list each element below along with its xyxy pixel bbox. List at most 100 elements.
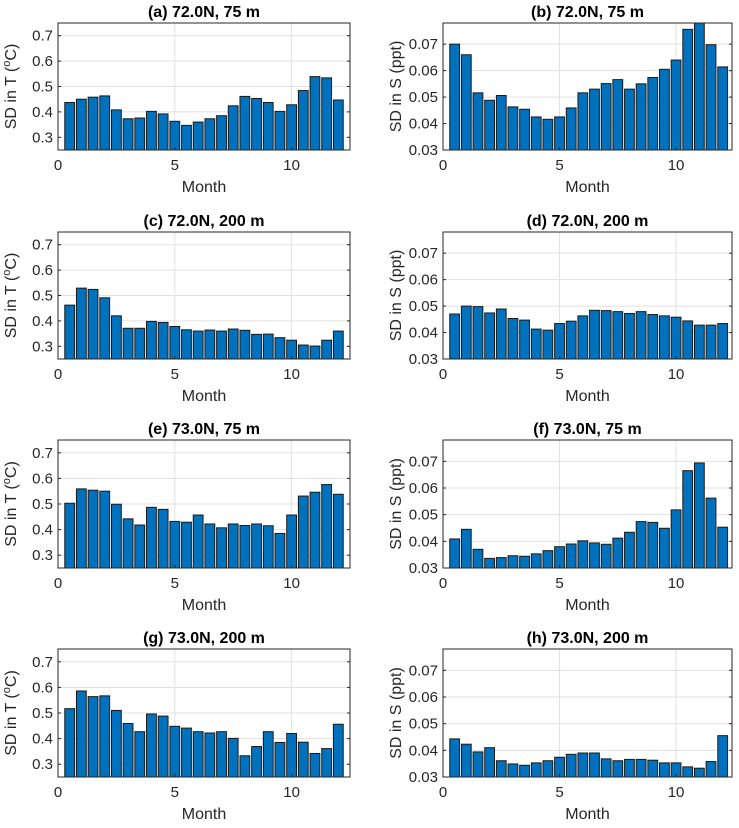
bar: [565, 107, 577, 150]
bar: [565, 543, 577, 568]
y-axis-label-text: SD in T (: [3, 693, 20, 756]
y-axis-label: SD in S (ppt): [388, 458, 405, 550]
bar: [519, 319, 530, 359]
y-axis-label: SD in S (ppt): [388, 667, 405, 759]
bar: [146, 110, 157, 150]
y-axis-label: SD in S (ppt): [388, 250, 405, 342]
bar: [251, 746, 262, 777]
bar: [682, 320, 694, 359]
bar-series: [449, 735, 729, 777]
x-tick-label: 5: [171, 575, 179, 592]
bar: [612, 760, 624, 777]
bar: [449, 313, 461, 359]
bar: [554, 546, 565, 568]
bar: [647, 77, 659, 150]
y-tick-label: 0.4: [32, 104, 53, 121]
bar: [157, 321, 169, 359]
x-tick-label: 5: [555, 784, 563, 801]
subplot-a: 0 5 10 0.3 0.4 0.5 0.6 0.7 (a) 72.0N, 75 m Month S…: [1, 4, 351, 196]
bar: [64, 502, 76, 568]
bar: [507, 106, 519, 150]
bar: [227, 105, 239, 150]
y-axis-label-unit: C): [3, 253, 20, 270]
bar: [239, 95, 251, 150]
x-tick-label: 10: [668, 157, 685, 174]
bar: [507, 763, 519, 777]
bar: [577, 752, 589, 777]
bar: [577, 540, 589, 568]
y-tick-label: 0.6: [32, 53, 53, 70]
bar: [146, 320, 157, 359]
bar: [297, 344, 309, 359]
bar: [659, 527, 670, 568]
bar: [670, 59, 682, 150]
bar: [565, 753, 577, 777]
bar: [262, 333, 274, 359]
bar: [251, 333, 262, 359]
bar: [542, 760, 554, 777]
bar: [216, 330, 227, 359]
y-tick-label: 0.04: [409, 742, 438, 759]
y-tick-label: 0.07: [409, 453, 438, 470]
x-tick-label: 0: [439, 784, 447, 801]
bar: [99, 695, 111, 777]
bar: [659, 762, 670, 777]
bar: [647, 759, 659, 777]
bar: [495, 760, 507, 777]
bar: [157, 508, 169, 568]
bar: [75, 98, 87, 150]
bar: [274, 532, 286, 568]
bar: [530, 553, 542, 568]
chart-title: (b) 72.0N, 75 m: [531, 4, 644, 21]
bar: [251, 523, 262, 568]
bar: [286, 514, 298, 568]
bar: [110, 503, 122, 568]
y-axis-label-superscript: o: [1, 478, 13, 484]
y-tick-label: 0.7: [32, 654, 53, 671]
y-tick-label: 0.06: [409, 689, 438, 706]
bar: [577, 92, 589, 150]
bar: [297, 495, 309, 568]
bar: [332, 493, 344, 568]
bar: [134, 524, 146, 568]
bar: [297, 741, 309, 777]
bar: [332, 330, 344, 359]
bar: [321, 339, 333, 359]
bar: [286, 339, 298, 359]
y-axis-label: SD in T (oC): [1, 44, 20, 130]
bar: [484, 747, 496, 777]
bar: [693, 462, 705, 568]
bar: [110, 109, 122, 150]
x-tick-label: 0: [439, 157, 447, 174]
bar: [309, 491, 321, 568]
y-tick-label: 0.04: [409, 533, 438, 550]
bar: [204, 329, 216, 359]
bar: [87, 96, 99, 150]
y-tick-label: 0.7: [32, 237, 53, 254]
bar: [134, 327, 146, 359]
bar: [157, 715, 169, 777]
subplot-d: 0 5 10 0.03 0.04 0.05 0.06 0.07 (d) 72.0N, 200 m…: [388, 213, 733, 405]
y-tick-label: 0.07: [409, 245, 438, 262]
bar: [449, 43, 461, 150]
bar: [472, 548, 484, 568]
y-tick-label: 0.4: [32, 313, 53, 330]
bar: [75, 488, 87, 568]
y-tick-label: 0.05: [409, 507, 438, 524]
y-tick-label: 0.06: [409, 480, 438, 497]
y-tick-label: 0.04: [409, 325, 438, 342]
bar: [635, 311, 647, 359]
x-tick-label: 10: [283, 575, 300, 592]
y-tick-label: 0.05: [409, 298, 438, 315]
y-tick-label: 0.7: [32, 28, 53, 45]
bar: [519, 108, 530, 150]
y-tick-label: 0.7: [32, 445, 53, 462]
bar: [460, 54, 472, 150]
bar: [589, 88, 600, 150]
bar: [589, 752, 600, 777]
bar: [484, 99, 496, 150]
bar: [705, 761, 717, 777]
bar: [122, 518, 134, 568]
bar: [262, 731, 274, 777]
